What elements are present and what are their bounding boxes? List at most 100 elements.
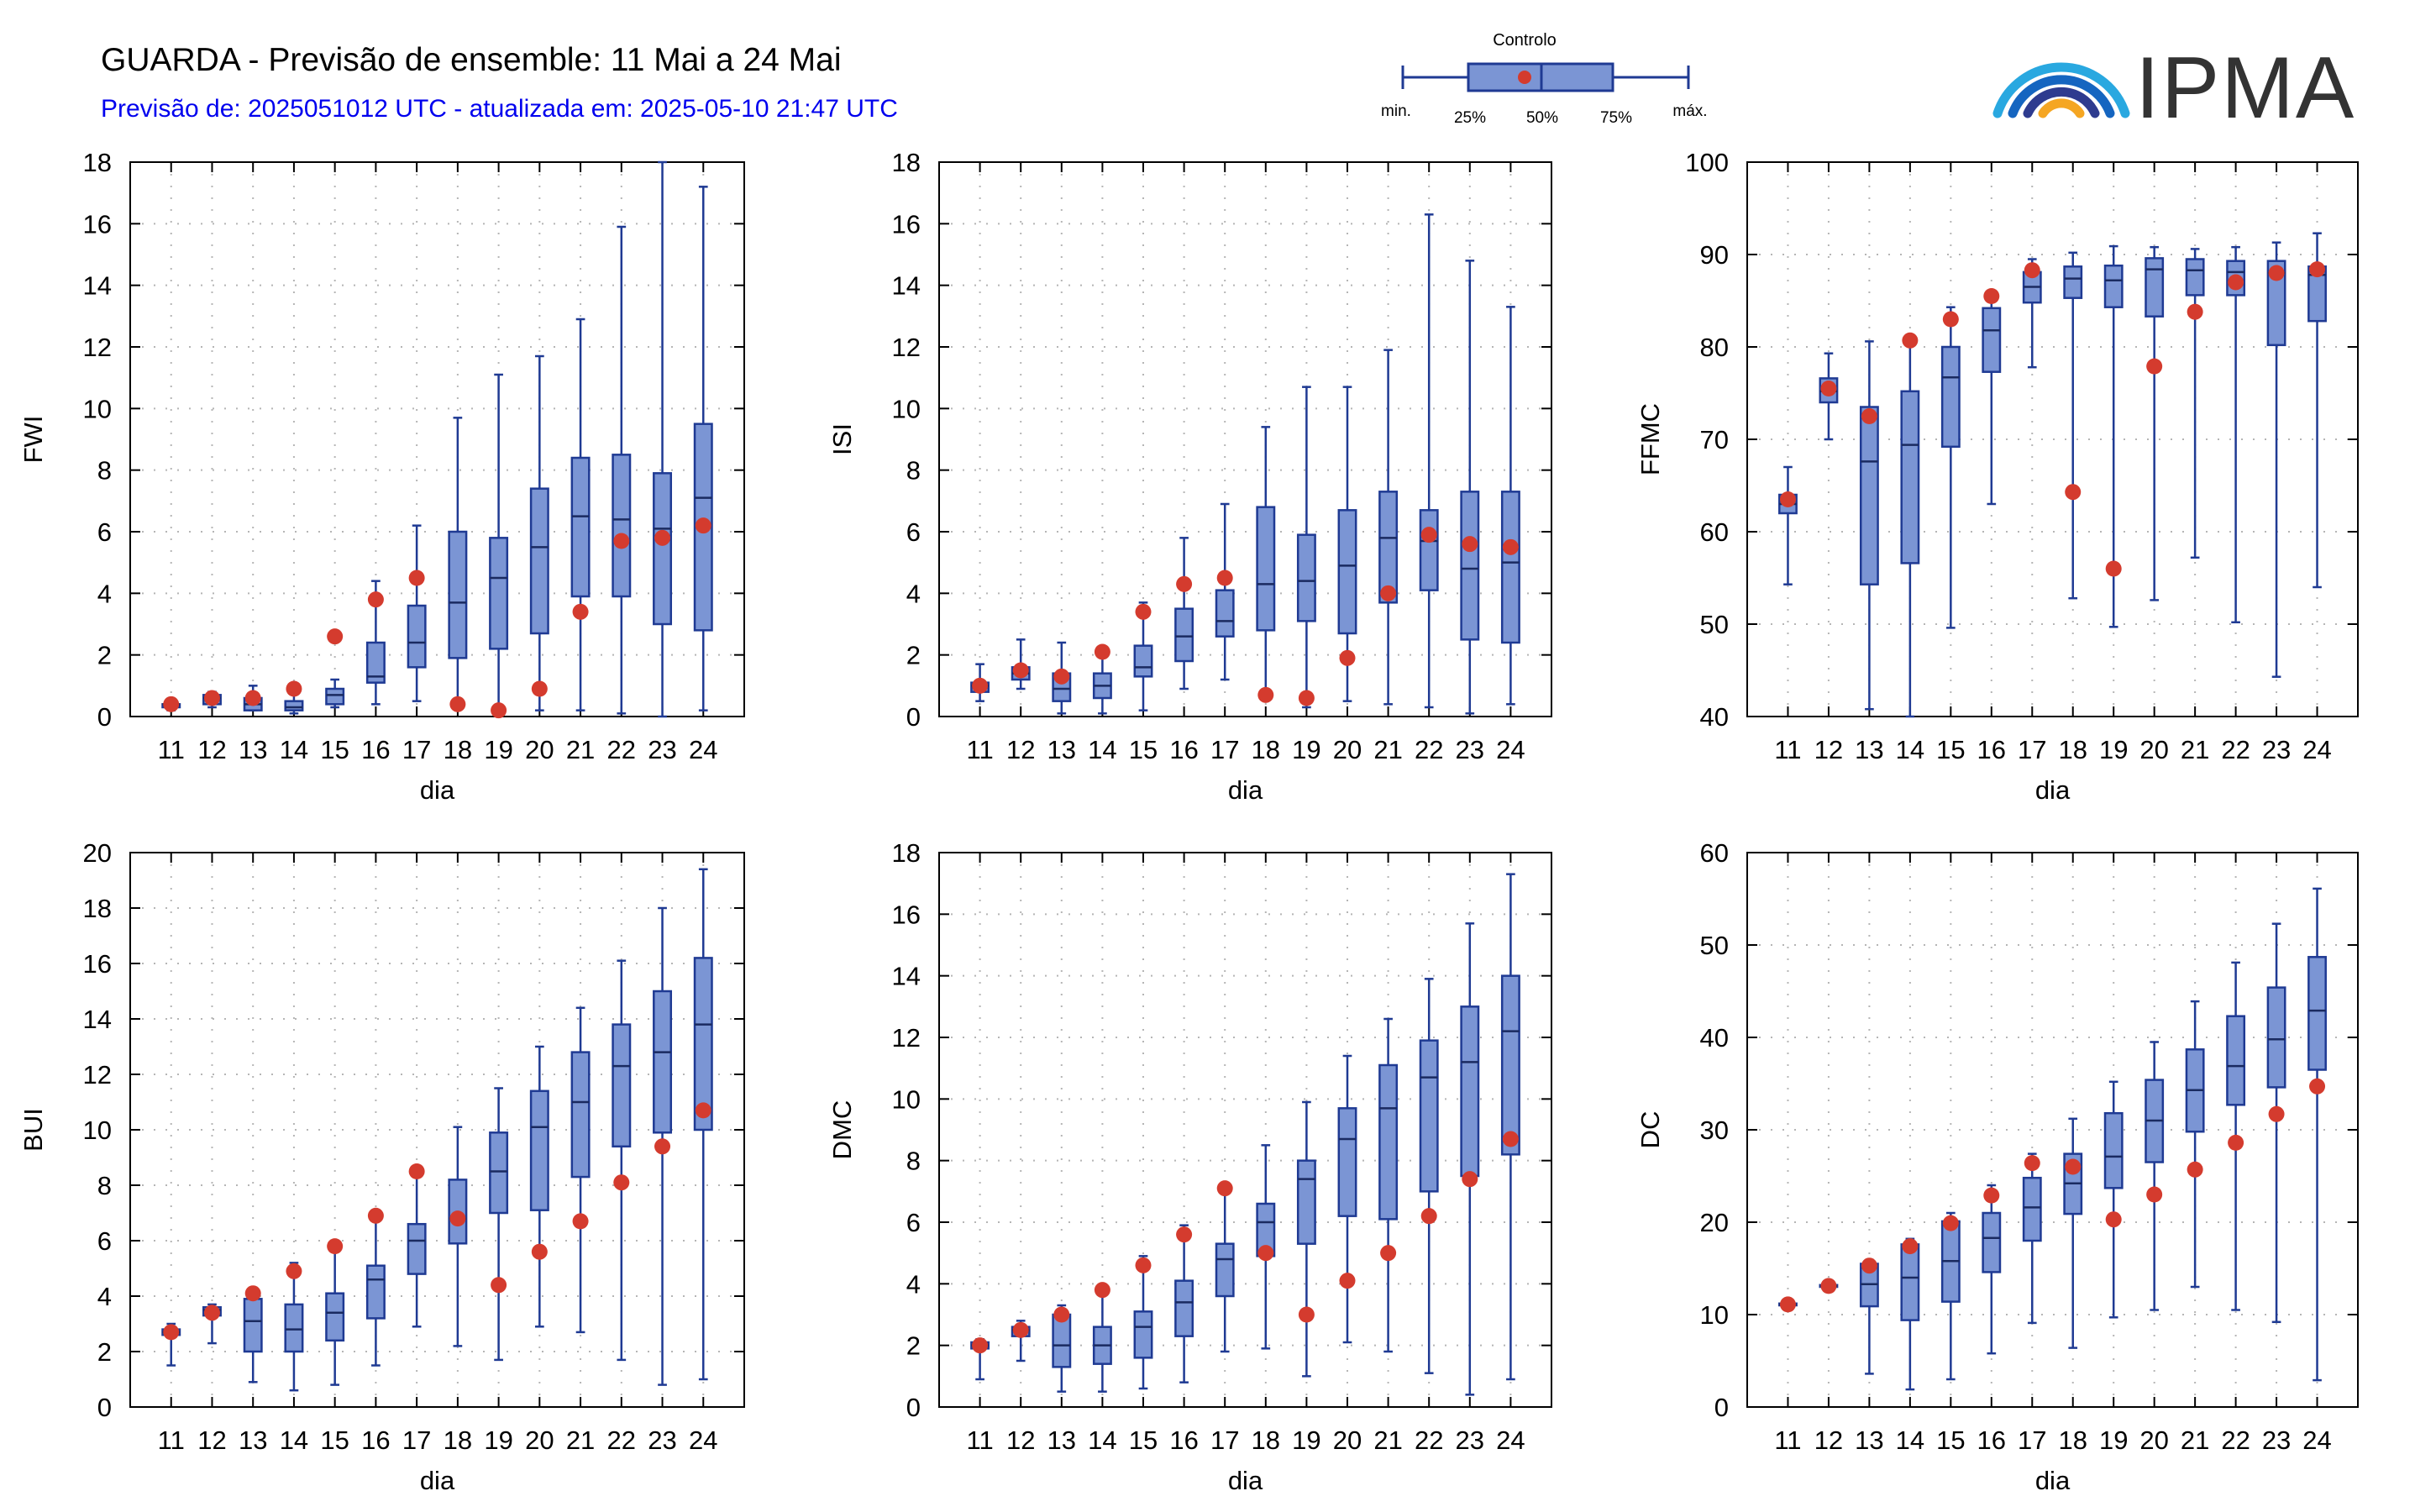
legend-min-label: min. — [1381, 102, 1411, 120]
y-tick-label: 20 — [1700, 1208, 1729, 1237]
x-tick-label: 15 — [1936, 1425, 1965, 1455]
x-tick-label: 19 — [1292, 1425, 1320, 1455]
box-day-17 — [407, 524, 427, 702]
x-axis-label: dia — [420, 775, 455, 805]
control-point — [449, 696, 466, 712]
box-day-19 — [2103, 244, 2124, 628]
control-point — [695, 1102, 711, 1119]
x-tick-label: 22 — [1415, 1425, 1443, 1455]
iqr-box — [2022, 1176, 2042, 1242]
y-tick-label: 18 — [83, 148, 112, 177]
y-tick-label: 18 — [892, 148, 921, 177]
control-point — [203, 1305, 220, 1321]
plot-frame — [938, 852, 1552, 1408]
control-point — [2268, 265, 2285, 281]
plot-frame — [938, 161, 1552, 717]
x-tick-label: 18 — [1252, 735, 1280, 764]
x-tick-label: 22 — [2221, 1425, 2250, 1455]
y-tick-label: 0 — [97, 702, 112, 732]
legend-max-label: máx. — [1672, 102, 1707, 120]
x-tick-label: 16 — [361, 735, 390, 764]
x-tick-label: 21 — [1373, 735, 1402, 764]
x-tick-label: 16 — [1169, 735, 1198, 764]
page-title: GUARDA - Previsão de ensemble: 11 Mai a … — [101, 42, 842, 78]
control-point — [1135, 1257, 1152, 1273]
x-tick-label: 11 — [158, 735, 185, 764]
x-tick-label: 16 — [1977, 1425, 2006, 1455]
y-tick-label: 10 — [892, 1084, 921, 1114]
y-tick-label: 18 — [892, 838, 921, 868]
box-day-19 — [1296, 1100, 1316, 1378]
box-day-20 — [2145, 1041, 2165, 1311]
y-axis-label: DC — [1635, 1111, 1665, 1149]
legend-p50-label: 50% — [1526, 109, 1558, 127]
box-day-13 — [1859, 1257, 1879, 1375]
x-tick-label: 14 — [280, 1425, 308, 1455]
x-tick-label: 16 — [1169, 1425, 1198, 1455]
box-day-24 — [1500, 306, 1520, 706]
y-tick-label: 10 — [1700, 1300, 1729, 1330]
iqr-box — [1500, 491, 1520, 644]
x-axis-label: dia — [1228, 1466, 1263, 1495]
iqr-box — [1378, 491, 1399, 604]
iqr-box — [1500, 974, 1520, 1156]
iqr-box — [1460, 1005, 1480, 1178]
box-day-15 — [1133, 1255, 1153, 1390]
control-point — [1420, 527, 1437, 543]
iqr-box — [1419, 1039, 1439, 1193]
box-day-13 — [243, 685, 263, 711]
iqr-box — [529, 487, 549, 635]
control-point — [1094, 1282, 1110, 1299]
box-day-23 — [653, 160, 673, 718]
box-day-11 — [1778, 465, 1798, 585]
box-day-16 — [365, 1207, 386, 1367]
iqr-box — [1296, 1159, 1316, 1245]
control-point — [1983, 1187, 2000, 1204]
iqr-box — [489, 1131, 509, 1215]
iqr-box — [2266, 260, 2286, 347]
iqr-box — [489, 537, 509, 650]
iqr-box — [365, 1264, 386, 1320]
iqr-box — [1900, 390, 1920, 564]
control-point — [2228, 1134, 2244, 1151]
box-day-23 — [2266, 922, 2286, 1324]
x-tick-label: 18 — [444, 1425, 472, 1455]
iqr-box — [407, 1222, 427, 1275]
control-point — [327, 628, 344, 645]
x-tick-label: 21 — [566, 1425, 595, 1455]
control-point — [1257, 1245, 1274, 1262]
y-tick-label: 60 — [1700, 838, 1729, 868]
iqr-box — [570, 456, 591, 598]
control-point — [972, 677, 989, 694]
x-tick-label: 22 — [607, 735, 636, 764]
y-tick-label: 70 — [1700, 425, 1729, 454]
control-point — [654, 1138, 671, 1155]
box-day-24 — [693, 868, 713, 1381]
control-point — [1380, 1245, 1397, 1262]
box-day-12 — [1011, 638, 1031, 690]
box-day-21 — [570, 1006, 591, 1334]
control-point — [1094, 643, 1110, 660]
x-tick-label: 24 — [689, 1425, 717, 1455]
x-tick-label: 13 — [1047, 735, 1076, 764]
iqr-box — [1982, 1211, 2002, 1273]
control-point — [1861, 1257, 1877, 1274]
x-tick-label: 18 — [2058, 1425, 2087, 1455]
x-tick-label: 23 — [2262, 1425, 2291, 1455]
control-point — [2065, 1158, 2082, 1175]
x-tick-label: 23 — [1456, 735, 1484, 764]
x-tick-label: 17 — [2018, 1425, 2046, 1455]
y-axis-label: FFMC — [1635, 403, 1665, 475]
control-point — [1861, 408, 1877, 424]
iqr-box — [693, 957, 713, 1131]
y-tick-label: 30 — [1700, 1116, 1729, 1145]
control-point — [2105, 1211, 2122, 1228]
iqr-box — [1337, 509, 1357, 635]
y-tick-label: 14 — [892, 962, 921, 991]
x-axis-label: dia — [2035, 775, 2071, 805]
x-tick-label: 14 — [1896, 1425, 1924, 1455]
x-tick-label: 15 — [320, 1425, 349, 1455]
box-day-15 — [1940, 1211, 1961, 1381]
box-day-17 — [1215, 502, 1235, 681]
